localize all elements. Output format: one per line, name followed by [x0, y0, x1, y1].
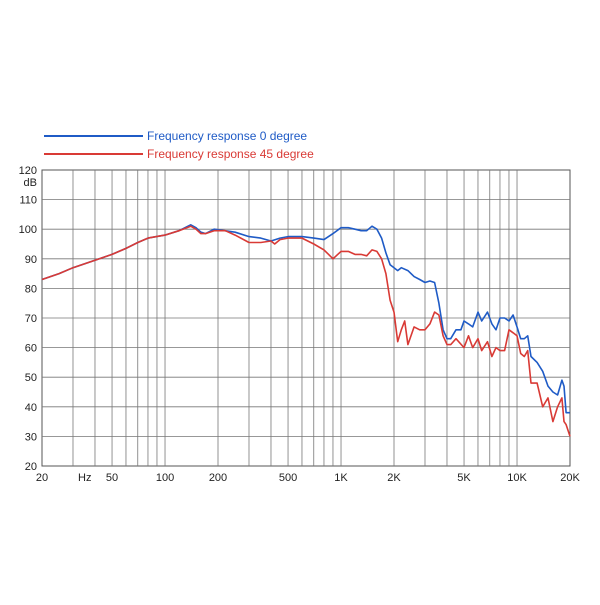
legend-label-45-degree: Frequency response 45 degree	[147, 147, 314, 161]
x-tick-label: 500	[279, 472, 297, 484]
legend-label-0-degree: Frequency response 0 degree	[147, 129, 307, 143]
x-tick-label: 2K	[387, 472, 401, 484]
y-tick-label: 20	[25, 461, 37, 473]
x-tick-label: 10K	[507, 472, 527, 484]
x-tick-label: 20	[36, 472, 48, 484]
y-tick-label: 40	[25, 402, 37, 414]
y-tick-label: 60	[25, 343, 37, 355]
x-tick-label: 100	[156, 472, 174, 484]
x-tick-label: 50	[106, 472, 118, 484]
x-tick-label: 20K	[560, 472, 580, 484]
y-tick-label: 70	[25, 313, 37, 325]
x-axis-ticks: 20 Hz 50 100 200 500 1K 2K 5K 10K 20K	[36, 472, 581, 484]
legend: Frequency response 0 degree Frequency res…	[44, 129, 314, 161]
x-tick-label: Hz	[78, 472, 91, 484]
series-layer	[41, 224, 571, 437]
y-tick-label: 80	[25, 283, 37, 295]
grid	[41, 169, 571, 467]
y-tick-label: 120	[19, 165, 37, 177]
x-tick-label: 1K	[334, 472, 348, 484]
y-tick-label: 100	[19, 224, 37, 236]
y-tick-label: 50	[25, 372, 37, 384]
x-tick-label: 200	[209, 472, 227, 484]
y-tick-label: 90	[25, 254, 37, 266]
y-unit-label: dB	[24, 177, 37, 189]
x-tick-label: 5K	[457, 472, 471, 484]
series-line-45-degree	[41, 225, 571, 437]
y-tick-label: 110	[19, 195, 37, 207]
y-tick-label: 30	[25, 431, 37, 443]
